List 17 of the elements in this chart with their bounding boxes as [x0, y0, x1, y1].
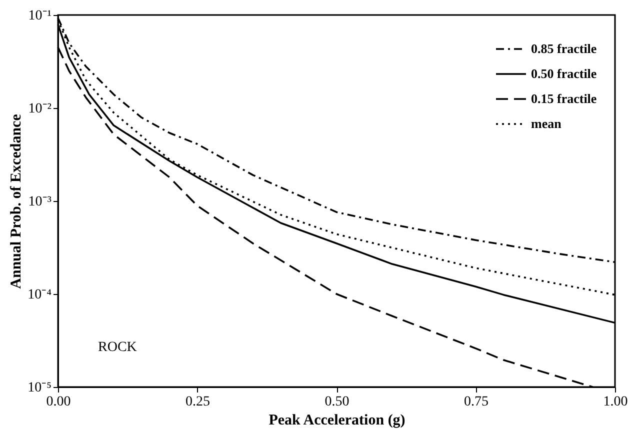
y-axis-title: Annual Prob. of Excedance	[8, 114, 25, 289]
y-tick-label: 10⁻³	[28, 194, 52, 210]
y-tick-label: 10⁻²	[28, 102, 52, 116]
x-tick-label: 0.00	[46, 394, 71, 410]
legend-label: 0.50 fractile	[531, 66, 597, 81]
y-tick-label: 10⁻⁴	[28, 288, 52, 302]
legend-label: 0.85 fractile	[531, 41, 597, 56]
x-tick-label: 0.50	[324, 394, 350, 410]
legend-label: 0.15 fractile	[531, 91, 597, 106]
annotation: ROCK	[98, 340, 137, 355]
x-axis-title: Peak Acceleration (g)	[268, 412, 406, 428]
y-tick-label: 10⁻¹	[28, 8, 52, 24]
x-tick-label: 1.00	[603, 394, 628, 410]
y-tick-label: 10⁻⁵	[28, 380, 52, 396]
x-tick-label: 0.75	[464, 394, 488, 410]
legend-label: mean	[531, 116, 562, 131]
x-tick-label: 0.25	[186, 394, 210, 410]
